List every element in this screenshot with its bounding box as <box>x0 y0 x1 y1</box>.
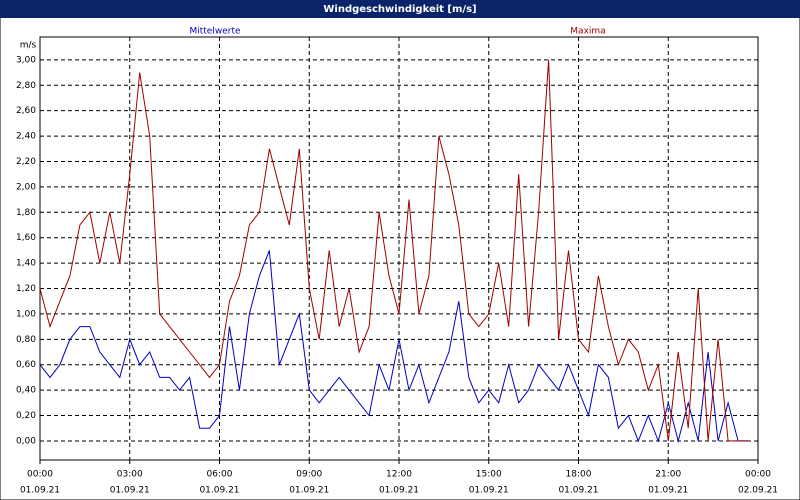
x-tick-label: 21:00 <box>655 470 681 480</box>
x-tick-label: 00:00 <box>27 470 53 480</box>
y-tick-label: 2,00 <box>16 182 36 192</box>
x-tick-date: 01.09.21 <box>379 486 419 496</box>
x-tick-label: 00:00 <box>745 470 771 480</box>
y-axis-label: m/s <box>20 41 37 51</box>
x-tick-date: 02.09.21 <box>738 486 778 496</box>
y-tick-label: 1,40 <box>16 259 36 269</box>
y-tick-label: 0,60 <box>16 360 36 370</box>
x-tick-label: 15:00 <box>476 470 502 480</box>
y-tick-label: 1,80 <box>16 208 36 218</box>
y-tick-label: 2,60 <box>16 106 36 116</box>
x-tick-label: 03:00 <box>117 470 143 480</box>
x-tick-label: 12:00 <box>386 470 412 480</box>
y-tick-label: 0,40 <box>16 386 36 396</box>
x-tick-date: 01.09.21 <box>110 486 150 496</box>
data-line <box>39 250 748 443</box>
x-tick-label: 09:00 <box>296 470 322 480</box>
y-tick-label: 0,80 <box>16 335 36 345</box>
y-tick-label: 0,00 <box>16 436 36 446</box>
legend-entry: Mittelwerte <box>189 27 240 37</box>
y-tick-label: 1,00 <box>16 309 36 319</box>
x-tick-date: 01.09.21 <box>20 486 60 496</box>
y-tick-label: 2,20 <box>16 157 36 167</box>
x-tick-date: 01.09.21 <box>289 486 329 496</box>
y-tick-label: 3,00 <box>16 55 36 65</box>
title-bar <box>0 0 800 18</box>
y-tick-label: 1,60 <box>16 233 36 243</box>
x-tick-date: 01.09.21 <box>469 486 509 496</box>
data-line <box>39 59 748 442</box>
y-tick-label: 1,20 <box>16 284 36 294</box>
y-tick-label: 2,80 <box>16 81 36 91</box>
x-tick-date: 01.09.21 <box>558 486 598 496</box>
x-tick-label: 18:00 <box>566 470 592 480</box>
x-tick-date: 01.09.21 <box>199 486 239 496</box>
y-tick-label: 0,20 <box>16 411 36 421</box>
x-tick-label: 06:00 <box>207 470 233 480</box>
chart-title: Windgeschwindigkeit [m/s] <box>323 4 476 15</box>
legend-entry: Maxima <box>570 27 605 37</box>
y-tick-label: 2,40 <box>16 132 36 142</box>
x-tick-date: 01.09.21 <box>648 486 688 496</box>
